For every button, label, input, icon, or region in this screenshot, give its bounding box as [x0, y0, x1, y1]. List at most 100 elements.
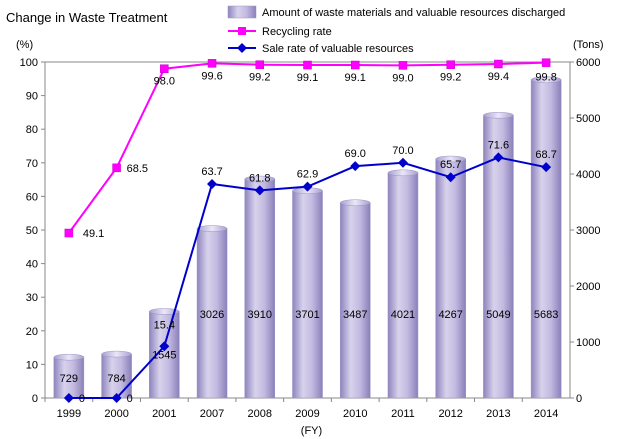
x-axis-unit: (FY) [301, 425, 322, 437]
left-axis-tick-label: 70 [26, 158, 38, 170]
sale-rate-label: 63.7 [201, 166, 222, 178]
bar-cap [483, 112, 514, 119]
sale-rate-label: 69.0 [345, 148, 366, 160]
x-axis-tick-label: 2011 [391, 408, 415, 420]
bar-cap [387, 169, 419, 177]
x-axis-tick-label: 2007 [200, 408, 224, 420]
bar [339, 202, 371, 399]
bar [530, 79, 562, 399]
bar-cap [435, 155, 466, 163]
bar-value-label: 4267 [438, 309, 462, 321]
bar [149, 311, 180, 399]
bar [435, 158, 466, 399]
sale-rate-marker [493, 152, 504, 163]
recycling-rate-marker [160, 64, 169, 73]
x-axis-tick-label: 1999 [57, 408, 81, 420]
left-axis-tick-label: 80 [26, 124, 38, 136]
right-axis-unit: (Tons) [573, 39, 604, 51]
sale-rate-label: 71.6 [488, 139, 509, 151]
sale-rate-marker [111, 393, 122, 403]
legend-recycling-label: Recycling rate [262, 26, 332, 38]
left-axis-tick-label: 100 [20, 57, 38, 69]
recycling-rate-label: 99.8 [535, 72, 556, 84]
bar-cap [244, 175, 276, 183]
recycling-rate-marker [350, 60, 360, 70]
bar-value-label: 1545 [152, 349, 176, 361]
recycling-rate-label: 99.2 [249, 72, 270, 84]
bar-cap [149, 308, 180, 315]
bar [196, 228, 228, 399]
bar-value-label: 3026 [200, 309, 224, 321]
sale-rate-marker [159, 341, 170, 352]
right-axis-tick-label: 5000 [576, 113, 600, 125]
sale-rate-marker [63, 393, 74, 403]
right-axis-tick-label: 0 [576, 393, 582, 405]
right-axis-tick-label: 1000 [576, 337, 600, 349]
bar-value-label: 3487 [343, 309, 367, 321]
bar-value-label: 3701 [295, 309, 319, 321]
recycling-rate-marker [446, 60, 455, 69]
sale-rate-marker [445, 172, 456, 183]
sale-rate-label: 62.9 [297, 169, 318, 181]
bar-cap [101, 350, 132, 358]
recycling-rate-label: 99.0 [392, 72, 413, 84]
bar-value-label: 5049 [486, 309, 510, 321]
x-axis-tick-label: 2001 [152, 408, 176, 420]
left-axis-tick-label: 90 [26, 91, 38, 103]
sale-rate-marker [207, 178, 218, 189]
recycling-rate-label: 98.0 [154, 76, 175, 88]
sale-rate-marker [397, 157, 408, 168]
bar-value-label: 3910 [248, 309, 272, 321]
left-axis-tick-label: 20 [26, 326, 38, 338]
legend-sale-marker [237, 43, 247, 53]
x-axis-tick-label: 2000 [104, 408, 128, 420]
recycling-rate-marker [64, 228, 74, 238]
recycling-rate-marker [207, 59, 217, 68]
left-axis-tick-label: 60 [26, 191, 38, 203]
left-axis-tick-label: 30 [26, 292, 38, 304]
recycling-rate-label: 99.1 [345, 72, 366, 84]
bar-value-label: 784 [107, 373, 125, 385]
bar-value-label: 4021 [391, 309, 415, 321]
right-axis-tick-label: 2000 [576, 281, 600, 293]
left-axis-tick-label: 10 [26, 359, 38, 371]
bar-cap [196, 225, 228, 232]
recycling-rate-label: 99.6 [201, 70, 222, 82]
right-axis-tick-label: 4000 [576, 169, 600, 181]
recycling-rate-marker [255, 60, 265, 69]
recycling-rate-label: 49.1 [83, 228, 104, 240]
sale-rate-label: 65.7 [440, 159, 461, 171]
recycling-rate-label: 99.2 [440, 72, 461, 84]
left-axis-tick-label: 50 [26, 225, 38, 237]
right-axis-tick-label: 3000 [576, 225, 600, 237]
legend-bar-label: Amount of waste materials and valuable r… [262, 7, 565, 19]
sale-rate-label: 0 [127, 393, 133, 405]
legend-sale-label: Sale rate of valuable resources [262, 43, 414, 55]
left-axis-tick-label: 0 [32, 393, 38, 405]
x-axis-tick-label: 2008 [248, 408, 272, 420]
bar [387, 172, 419, 399]
x-axis-tick-label: 2013 [486, 408, 510, 420]
x-axis-tick-label: 2014 [534, 408, 558, 420]
x-axis-tick-label: 2010 [343, 408, 367, 420]
sale-rate-label: 68.7 [535, 149, 556, 161]
chart-title: Change in Waste Treatment [6, 10, 168, 25]
bar-cap [530, 76, 562, 84]
left-axis-tick-label: 40 [26, 259, 38, 271]
legend-recycling-marker [238, 27, 246, 35]
sale-rate-marker [541, 162, 552, 173]
recycling-rate-label: 68.5 [127, 163, 148, 175]
sale-rate-marker [350, 161, 361, 172]
x-axis-tick-label: 2009 [295, 408, 319, 420]
bar-value-label: 729 [60, 373, 78, 385]
recycling-rate-marker [112, 163, 121, 173]
left-axis-unit: (%) [16, 39, 33, 51]
bar [244, 178, 276, 399]
recycling-rate-marker [541, 58, 551, 67]
recycling-rate-marker [303, 60, 312, 70]
legend-bar-swatch [227, 5, 257, 19]
sale-rate-marker [302, 181, 313, 192]
sale-rate-label: 70.0 [392, 145, 413, 157]
